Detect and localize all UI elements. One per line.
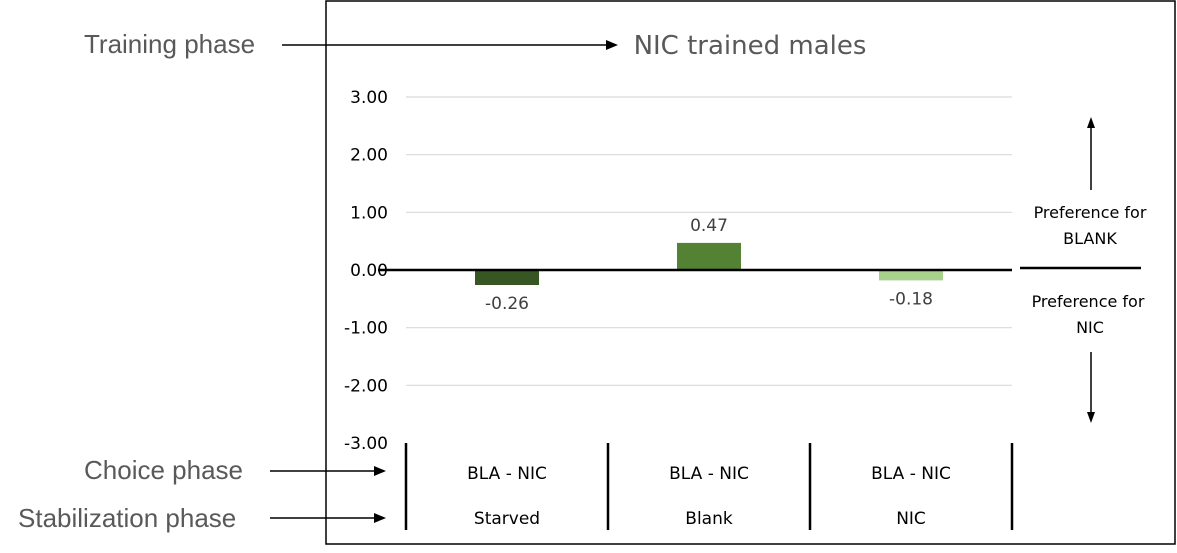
stabilization-phase-arrowhead-icon — [374, 513, 386, 523]
y-tick-label: 3.00 — [350, 88, 388, 108]
stabilization-phase-label: Stabilization phase — [18, 503, 236, 533]
y-tick-label: -2.00 — [344, 376, 388, 396]
preference-blank-line1: Preference for — [1034, 203, 1147, 222]
data-label: -0.26 — [485, 294, 529, 314]
choice-phase-label: Choice phase — [84, 455, 243, 485]
stabilization-category-label: Starved — [474, 509, 540, 529]
data-label: -0.18 — [889, 289, 933, 309]
y-axis-tick-labels: 3.00 2.00 1.00 0.00 -1.00 -2.00 -3.00 — [344, 88, 388, 454]
bar — [879, 270, 943, 281]
y-tick-label: 0.00 — [350, 261, 388, 281]
preference-nic-line2: NIC — [1076, 318, 1104, 337]
bars — [475, 242, 943, 285]
y-tick-label: 2.00 — [350, 146, 388, 166]
stabilization-category-label: NIC — [896, 509, 926, 529]
preference-blank-line2: BLANK — [1063, 229, 1117, 248]
category-table: BLA - NIC Starved BLA - NIC Blank BLA - NIC N… — [404, 443, 1014, 530]
training-phase-label: Training phase — [84, 29, 255, 59]
choice-category-label: BLA - NIC — [871, 464, 951, 484]
data-labels: -0.26 0.47 -0.18 — [485, 216, 933, 314]
preference-down-arrowhead-icon — [1087, 412, 1095, 423]
y-tick-label: -1.00 — [344, 319, 388, 339]
chart-frame — [325, 0, 1176, 545]
choice-category-label: BLA - NIC — [669, 464, 749, 484]
stabilization-category-label: Blank — [685, 509, 733, 529]
bar — [475, 270, 539, 285]
bar — [677, 242, 741, 270]
preference-up-arrowhead-icon — [1087, 117, 1095, 128]
y-tick-label: 1.00 — [350, 203, 388, 223]
data-label: 0.47 — [690, 216, 728, 236]
preference-nic-line1: Preference for — [1032, 292, 1145, 311]
chart-title: NIC trained males — [634, 31, 867, 61]
gridlines — [406, 96, 1012, 386]
y-tick-label: -3.00 — [344, 434, 388, 454]
choice-phase-arrowhead-icon — [374, 466, 386, 476]
training-phase-arrowhead-icon — [606, 40, 618, 50]
choice-category-label: BLA - NIC — [467, 464, 547, 484]
